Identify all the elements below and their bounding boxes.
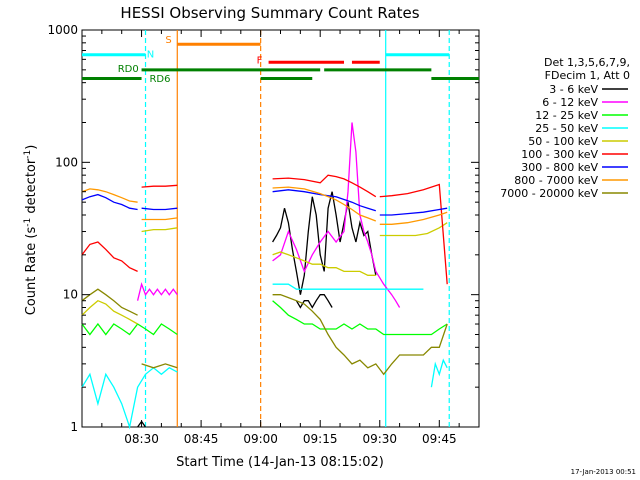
- series-7-segment-0: [81, 188, 138, 203]
- legend-title-line1: Det 1,3,5,6,7,9,: [544, 56, 630, 69]
- y-label-mid: detector: [24, 158, 39, 218]
- series-7-segment-2: [272, 186, 377, 222]
- flag-bars: [82, 42, 479, 81]
- annotation-rd0: RD0: [118, 64, 139, 75]
- series-1-segment-1: [272, 122, 401, 308]
- series-0-segment-1: [272, 191, 377, 295]
- x-tick-label-5: 09:45: [422, 432, 457, 446]
- series-5-segment-2: [272, 174, 377, 198]
- legend-label-8: 7000 - 20000 keV: [500, 187, 598, 200]
- series-6-segment-1: [141, 207, 178, 211]
- y-axis-ticks: 1 10 100 1000: [47, 23, 479, 434]
- series-4-segment-1: [141, 227, 178, 233]
- legend-label-0: 3 - 6 keV: [549, 83, 598, 96]
- flag-annotations: NS F RD0 RD6: [118, 35, 263, 85]
- series-4-segment-2: [272, 251, 376, 276]
- series-8-segment-0: [81, 288, 138, 316]
- series-3-segment-1: [272, 283, 424, 290]
- footer-timestamp: 17-Jan-2013 00:51: [571, 468, 636, 476]
- vertical-markers: [144, 30, 450, 427]
- series-4-segment-0: [81, 299, 138, 325]
- legend-label-2: 12 - 25 keV: [535, 109, 598, 122]
- series-6-segment-3: [379, 207, 448, 216]
- series-7-segment-1: [141, 217, 178, 221]
- y-tick-label-0: 1: [70, 420, 78, 434]
- legend-label-6: 300 - 800 keV: [521, 161, 598, 174]
- x-tick-label-0: 08:30: [124, 432, 159, 446]
- chart-title: HESSI Observing Summary Count Rates: [120, 4, 419, 22]
- legend-label-7: 800 - 7000 keV: [514, 174, 598, 187]
- series-7-segment-3: [379, 211, 448, 225]
- series-lines: [81, 122, 448, 430]
- legend-label-1: 6 - 12 keV: [542, 96, 598, 109]
- y-axis-label: Count Rate (s-1 detector-1): [23, 145, 39, 316]
- annotation-rd6: RD6: [149, 74, 170, 85]
- series-8-segment-2: [272, 294, 448, 376]
- y-label-sup2: -1: [23, 150, 33, 159]
- legend: Det 1,3,5,6,7,9, FDecim 1, Att 0 3 - 6 k…: [500, 56, 630, 200]
- annotation-s: S: [165, 35, 171, 46]
- legend-label-5: 100 - 300 keV: [521, 148, 598, 161]
- series-5-segment-1: [141, 184, 178, 188]
- series-0-segment-2: [295, 294, 333, 309]
- x-tick-label-4: 09:30: [362, 432, 397, 446]
- x-tick-label-2: 09:00: [243, 432, 278, 446]
- x-tick-label-1: 08:45: [184, 432, 219, 446]
- series-1-segment-0: [136, 281, 178, 301]
- series-8-segment-1: [141, 363, 178, 369]
- y-tick-label-2: 100: [55, 155, 78, 169]
- series-2-segment-0: [81, 322, 178, 336]
- x-axis-ticks: 08:30 08:45 09:00 09:15 09:30 09:45: [101, 30, 460, 446]
- y-label-main: Count Rate (s: [24, 227, 39, 316]
- legend-label-4: 50 - 100 keV: [528, 135, 598, 148]
- series-4-segment-3: [379, 222, 448, 237]
- legend-title-line2: FDecim 1, Att 0: [545, 69, 630, 82]
- x-tick-label-3: 09:15: [303, 432, 338, 446]
- x-axis-label: Start Time (14-Jan-13 08:15:02): [176, 455, 384, 470]
- y-label-sup1: -1: [23, 218, 33, 227]
- series-3-segment-2: [430, 358, 448, 388]
- series-2-segment-1: [272, 300, 448, 336]
- series-3-segment-0: [81, 366, 178, 430]
- series-5-segment-3: [379, 183, 448, 285]
- annotation-f: F: [257, 55, 263, 66]
- series-5-segment-0: [81, 241, 138, 272]
- y-tick-label-3: 1000: [47, 23, 78, 37]
- series-6-segment-2: [272, 189, 377, 212]
- y-tick-label-1: 10: [63, 288, 78, 302]
- legend-label-3: 25 - 50 keV: [535, 122, 598, 135]
- y-label-end: ): [24, 145, 39, 150]
- annotation-n: N: [147, 49, 154, 60]
- series-6-segment-0: [81, 193, 138, 211]
